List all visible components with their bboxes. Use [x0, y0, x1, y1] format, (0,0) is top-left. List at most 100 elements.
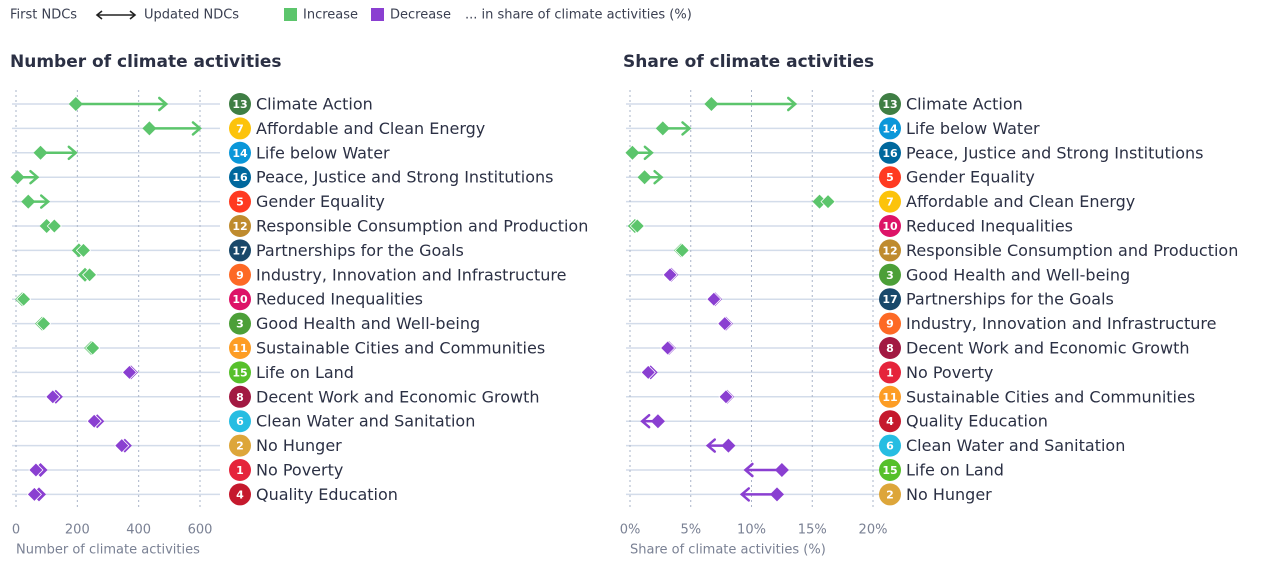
goal-number: 3	[886, 269, 894, 282]
goal-number: 9	[236, 269, 244, 282]
legend-decrease-swatch	[371, 8, 384, 21]
goal-badge	[229, 434, 251, 457]
goal-badge	[879, 263, 901, 286]
first-marker	[142, 121, 157, 136]
category-label: Peace, Justice and Strong Institutions	[906, 143, 1204, 162]
goal-number: 12	[232, 220, 247, 233]
updated-marker	[674, 242, 690, 258]
x-axis-label: Number of climate activities	[16, 543, 200, 558]
first-marker	[812, 194, 827, 209]
first-marker	[39, 219, 54, 233]
updated-arrow	[786, 96, 798, 112]
goal-badge	[879, 215, 901, 237]
goal-number: 10	[232, 293, 248, 306]
updated-marker	[75, 242, 92, 258]
first-marker	[774, 463, 789, 477]
goal-number: 12	[882, 244, 897, 257]
category-label: Life below Water	[906, 119, 1040, 138]
goal-badge	[879, 190, 901, 213]
goal-number: 7	[886, 196, 894, 209]
category-label: Decent Work and Economic Growth	[256, 387, 540, 406]
legend-decrease: Decrease	[390, 8, 451, 23]
goal-badge	[229, 263, 251, 286]
updated-marker	[82, 267, 98, 283]
goal-badge	[229, 215, 251, 237]
goal-badge	[229, 166, 251, 189]
goal-badge	[879, 434, 901, 457]
goal-badge	[229, 141, 251, 164]
first-marker	[637, 170, 652, 185]
goal-number: 17	[232, 244, 247, 257]
goal-number: 1	[886, 366, 894, 379]
goal-badge	[879, 288, 901, 311]
x-tick-label: 20%	[859, 523, 888, 538]
goal-badge	[879, 337, 901, 359]
goal-badge	[879, 385, 901, 408]
updated-arrow	[640, 413, 651, 429]
legend-arrow	[95, 10, 137, 20]
goal-number: 10	[882, 220, 898, 233]
updated-marker	[46, 218, 62, 234]
updated-marker	[640, 364, 656, 380]
updated-marker	[16, 291, 32, 307]
goal-number: 11	[882, 391, 897, 404]
updated-marker	[86, 413, 102, 429]
goal-number: 3	[236, 318, 244, 331]
updated-marker	[28, 462, 44, 478]
goal-number: 1	[236, 464, 244, 477]
goal-number: 16	[882, 147, 898, 160]
category-label: Sustainable Cities and Communities	[906, 387, 1195, 406]
goal-badge	[879, 141, 901, 164]
category-label: Industry, Innovation and Infrastructure	[256, 265, 566, 284]
updated-marker	[718, 389, 734, 405]
first-marker	[650, 414, 665, 429]
goal-number: 11	[232, 342, 247, 355]
category-label: Sustainable Cities and Communities	[256, 339, 545, 358]
goal-badge	[879, 166, 901, 189]
updated-arrow	[39, 194, 51, 209]
goal-badge	[879, 483, 901, 506]
category-label: Decent Work and Economic Growth	[906, 339, 1190, 358]
goal-badge	[229, 361, 251, 384]
category-label: No Poverty	[256, 461, 343, 480]
category-label: Partnerships for the Goals	[906, 290, 1114, 309]
goal-badge	[229, 288, 251, 311]
category-label: Gender Equality	[256, 192, 385, 211]
goal-badge	[229, 117, 251, 140]
category-label: Good Health and Well-being	[906, 265, 1130, 284]
goal-number: 13	[882, 98, 897, 111]
goal-number: 15	[232, 366, 247, 379]
goal-badge	[229, 337, 251, 359]
legend-updated: Updated NDCs	[144, 8, 239, 23]
goal-number: 15	[882, 464, 897, 477]
goal-number: 2	[236, 440, 244, 453]
goal-number: 6	[236, 415, 244, 428]
x-tick-label: 0%	[620, 523, 641, 538]
updated-arrow	[653, 169, 664, 185]
category-label: Climate Action	[906, 95, 1023, 114]
category-label: Reduced Inequalities	[906, 217, 1073, 236]
category-label: No Hunger	[906, 485, 992, 504]
goal-number: 4	[886, 415, 894, 428]
legend-increase: Increase	[303, 8, 358, 23]
goal-number: 8	[236, 391, 244, 404]
category-label: Responsible Consumption and Production	[256, 217, 588, 236]
updated-arrow	[705, 438, 717, 453]
first-marker	[68, 97, 83, 111]
category-label: Affordable and Clean Energy	[906, 192, 1135, 211]
updated-arrow	[681, 121, 692, 136]
category-label: Peace, Justice and Strong Institutions	[256, 168, 554, 187]
category-label: Good Health and Well-being	[256, 314, 480, 333]
goal-badge	[229, 385, 251, 408]
goal-badge	[879, 312, 901, 335]
updated-marker	[114, 438, 130, 454]
first-marker	[655, 121, 670, 136]
category-label: Reduced Inequalities	[256, 290, 423, 309]
goal-number: 13	[232, 98, 247, 111]
category-label: Gender Equality	[906, 168, 1035, 187]
goal-number: 14	[232, 147, 248, 160]
updated-marker	[717, 316, 733, 332]
goal-number: 5	[886, 171, 894, 184]
panel-title: Number of climate activities	[10, 52, 282, 72]
